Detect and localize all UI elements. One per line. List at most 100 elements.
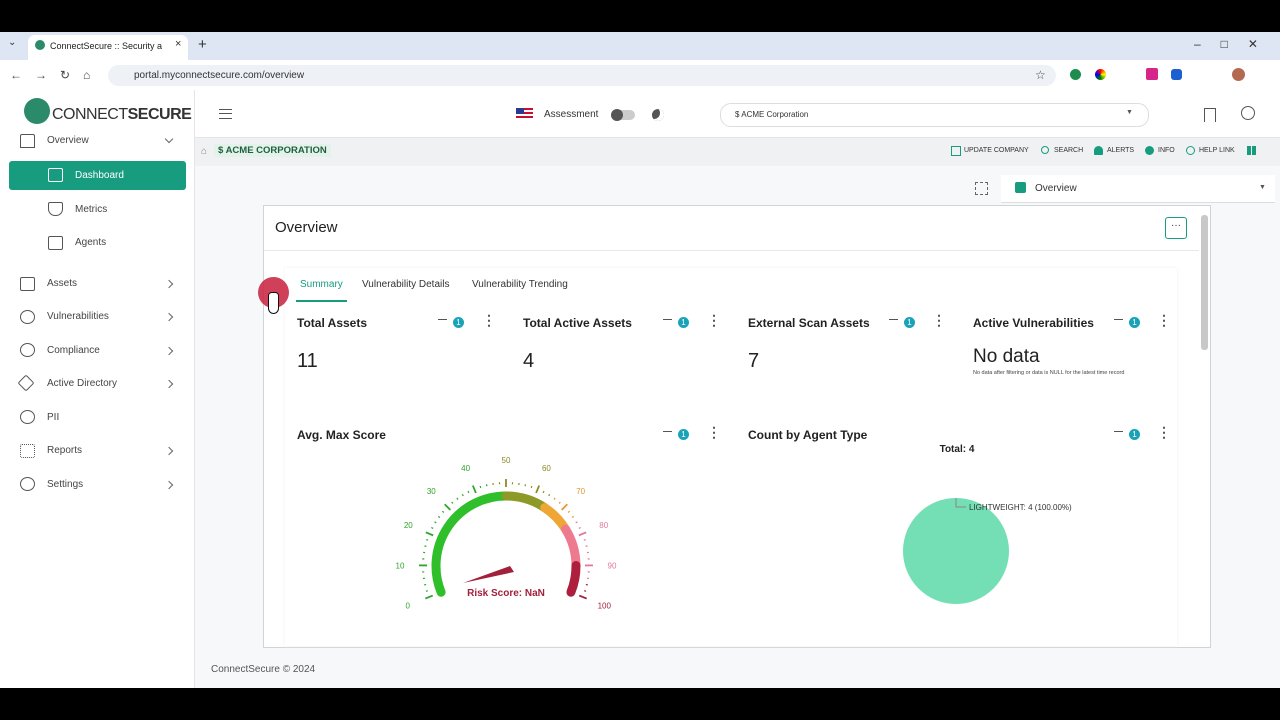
company-crumb[interactable]: $ ACME CORPORATION [214,144,331,157]
gauge-minor-tick [558,501,561,504]
gauge-minor-tick [578,526,581,529]
filter-icon[interactable] [1114,319,1123,327]
widget-title: Total Assets [297,316,368,330]
gauge-tick [578,531,587,537]
tab-active[interactable]: Summary [300,279,343,290]
filter-badge: 1 [678,317,689,328]
extension-icon[interactable] [1146,68,1158,80]
toggle[interactable] [611,109,635,121]
tab[interactable]: Vulnerability Trending [472,279,568,290]
gauge-minor-tick [431,526,434,529]
filter-icon[interactable] [1114,431,1123,439]
browser-tab[interactable] [28,35,188,60]
menu-item[interactable]: Vulnerabilities [47,311,109,322]
menu-item[interactable]: Compliance [47,345,100,356]
extension-icon[interactable] [1171,69,1182,80]
assets-icon [20,277,35,291]
grid-icon[interactable] [1247,146,1256,155]
dashboard-icon [48,168,63,182]
menu-item[interactable]: PII [47,412,60,423]
link-icon [1186,146,1195,155]
header-link[interactable]: HELP LINK [1199,147,1235,154]
header-link[interactable]: UPDATE COMPANY [964,147,1029,154]
widget-menu[interactable]: ⋮ [1157,425,1171,439]
scrollbar-thumb[interactable] [1201,215,1208,350]
extension-icon[interactable] [1095,69,1106,80]
filter-badge: 1 [1129,317,1140,328]
pie-slice [903,498,1009,604]
extension-icon[interactable] [1070,69,1081,80]
widget-menu[interactable]: ⋮ [932,313,946,327]
menu-item[interactable]: Agents [75,237,107,248]
hamburger[interactable] [219,109,232,119]
fullscreen[interactable] [975,182,988,195]
menu-item-active[interactable] [9,161,186,190]
address-bar[interactable] [108,65,1056,86]
tab-menu[interactable]: ⌄ [8,37,17,48]
cursor [268,292,279,314]
dark-mode[interactable] [652,109,664,121]
tab[interactable]: Vulnerability Details [362,279,450,290]
filter-icon[interactable] [663,319,672,327]
menu-item[interactable]: Metrics [75,204,108,215]
gauge-tick-label: 60 [542,464,551,473]
gauge-tick [444,503,451,511]
menu-item[interactable]: Reports [47,445,83,456]
bookmark[interactable] [1204,108,1216,122]
gauge-arc [561,524,581,571]
gauge-minor-tick [426,539,429,541]
view-select[interactable] [1001,175,1275,203]
filter-icon[interactable] [663,431,672,439]
gauge-minor-tick [479,485,482,489]
header-link[interactable]: ALERTS [1107,147,1135,154]
menu-item[interactable]: Overview [47,135,89,146]
mode-label: Assessment [544,109,599,120]
gauge-tick-label: 100 [598,602,612,611]
nav-buttons[interactable]: ←→↻⌂ [10,68,104,82]
toggle-knob [611,109,623,121]
header-link[interactable]: INFO [1158,147,1175,154]
gauge-minor-tick [548,493,551,497]
widget-menu[interactable]: ⋮ [482,313,496,327]
company-select[interactable] [720,103,1149,127]
widget-title: External Scan Assets [748,316,870,330]
link-icon [1145,146,1154,155]
agents-icon [48,236,63,250]
widget-menu[interactable]: ⋮ [707,313,721,327]
bookmark-star[interactable]: ☆ [1035,68,1046,82]
filter-icon[interactable] [438,319,447,327]
gauge-tick [424,594,434,600]
logo-icon [24,98,50,124]
filter-badge: 1 [678,429,689,440]
tab-underline [296,300,347,302]
menu-item[interactable]: Active Directory [47,378,118,389]
no-data: No data [973,346,1040,367]
home-crumb[interactable]: ⌂ [201,146,208,157]
widget-value: 7 [748,350,760,372]
widget-value: 4 [523,350,535,372]
profile-avatar[interactable] [1232,68,1245,81]
widget-menu[interactable]: ⋮ [1157,313,1171,327]
card-menu[interactable]: ··· [1165,217,1187,239]
filter-icon[interactable] [889,319,898,327]
filter-badge: 1 [453,317,464,328]
menu-item[interactable]: Assets [47,278,78,289]
tab-close[interactable]: × [175,38,182,50]
menu-item[interactable]: Settings [47,479,84,490]
gauge-minor-tick [461,493,464,497]
new-tab[interactable]: + [198,36,207,53]
widget-menu[interactable]: ⋮ [707,425,721,439]
gauge-tick-label: 20 [404,521,413,530]
user-icon[interactable] [1241,106,1255,120]
header-link[interactable]: SEARCH [1054,147,1084,154]
view-icon [1015,182,1026,193]
gauge-minor-tick [456,497,459,500]
footer: ConnectSecure © 2024 [211,664,316,675]
window-controls[interactable]: –□✕ [1194,37,1278,51]
logo-bold: SECURE [127,106,192,123]
view-select-value: Overview [1035,183,1077,194]
gauge-score: Risk Score: NaN [467,588,545,599]
menu-item[interactable]: Dashboard [75,170,124,181]
link-icon [951,146,961,156]
